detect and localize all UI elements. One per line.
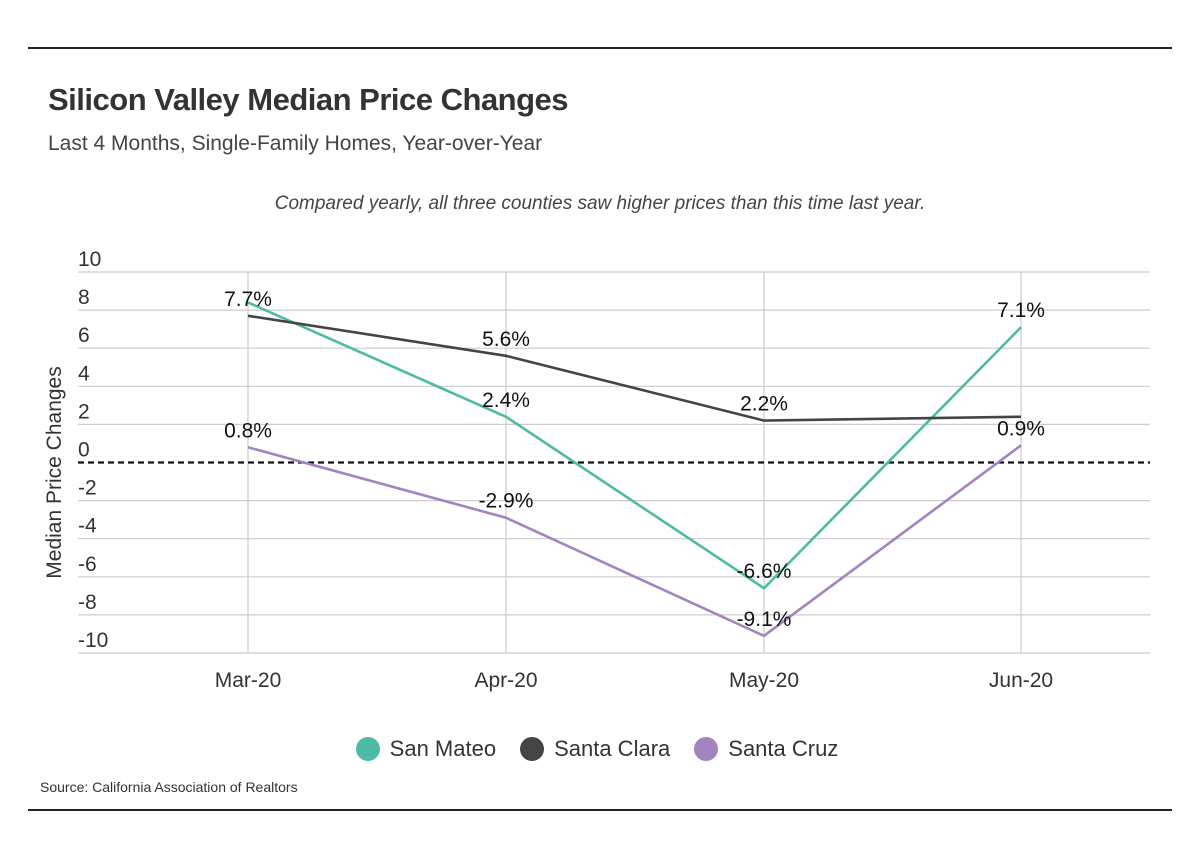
data-label-santa-clara-may-20: 2.2% [740,393,788,416]
line-chart: 10 8 6 4 2 0 -2 -4 -6 -8 -10 Mar-20 Apr-20 May-20 Jun-… [43,248,1150,692]
data-label-san-mateo-jun-20: 7.1% [997,299,1045,322]
y-tick-label: 10 [78,248,101,271]
x-tick-label-may-20: May-20 [729,669,799,692]
series-line-san-mateo [247,301,1022,590]
y-tick-label: 0 [78,439,90,462]
y-axis-label: Median Price Changes [43,366,66,578]
legend-item-santa-clara[interactable]: Santa Clara [520,736,670,762]
source-note: Source: California Association of Realto… [40,779,298,795]
legend-swatch-santa-clara [520,737,545,761]
y-tick-label: -4 [78,515,97,538]
legend-swatch-san-mateo [355,737,380,761]
data-label-santa-clara-mar-20: 7.7% [224,288,272,311]
data-label-santa-cruz-jun-20: 0.9% [997,417,1045,440]
y-tick-label: -6 [78,553,97,576]
data-label-san-mateo-may-20: -6.6% [737,560,792,583]
data-label-santa-cruz-apr-20: -2.9% [479,490,534,513]
y-tick-label: 2 [78,400,90,423]
chart-title: Silicon Valley Median Price Changes [48,82,569,117]
data-label-santa-cruz-mar-20: 0.8% [224,419,272,442]
top-rule [28,47,1172,49]
legend-label-santa-cruz: Santa Cruz [728,736,839,761]
y-tick-label: 4 [78,362,90,385]
x-tick-label-apr-20: Apr-20 [474,669,537,692]
series-line-santa-clara [247,314,1022,422]
legend-label-san-mateo: San Mateo [389,736,497,761]
data-label-santa-clara-apr-20: 5.6% [482,328,530,351]
legend-item-santa-cruz[interactable]: Santa Cruz [694,736,838,762]
data-label-san-mateo-apr-20: 2.4% [482,389,530,412]
legend-swatch-santa-cruz [694,737,719,761]
y-tick-label: -2 [78,477,97,500]
y-tick-label: -10 [78,629,108,652]
data-label-santa-cruz-may-20: -9.1% [737,608,792,631]
legend-item-san-mateo[interactable]: San Mateo [355,736,497,762]
y-tick-label: 6 [78,324,90,347]
legend: San Mateo Santa Clara Santa Cruz [0,736,1200,762]
chart-subtitle: Last 4 Months, Single-Family Homes, Year… [48,132,543,155]
x-tick-label-mar-20: Mar-20 [215,669,282,692]
chart-annotation: Compared yearly, all three counties saw … [274,193,926,214]
y-tick-label: 8 [78,286,90,309]
x-tick-label-jun-20: Jun-20 [989,669,1053,692]
legend-label-santa-clara: Santa Clara [554,736,671,761]
y-tick-label: -8 [78,591,97,614]
bottom-rule [28,809,1172,811]
series-line-santa-cruz [247,444,1022,638]
